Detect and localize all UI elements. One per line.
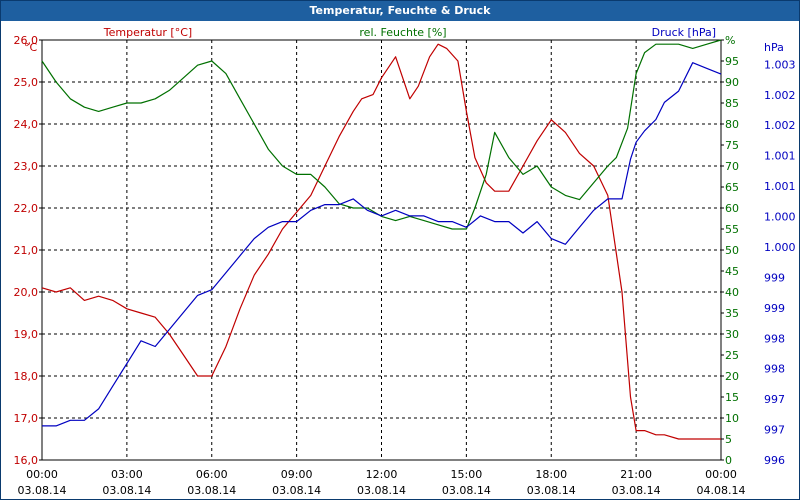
x-tick-date-label: 03.08.14 (187, 484, 236, 497)
humidity-tick-label: 10 (725, 412, 739, 425)
grid (42, 39, 721, 460)
legend-humidity: rel. Feuchte [%] (359, 26, 446, 39)
pressure-tick-label: 1.001 (764, 150, 796, 163)
x-tick-time-label: 00:00 (26, 468, 58, 481)
humidity-tick-label: 40 (725, 286, 739, 299)
temperature-tick-label: 22,0 (14, 202, 39, 215)
axes (39, 39, 724, 461)
x-tick-time-label: 21:00 (620, 468, 652, 481)
humidity-tick-label: 25 (725, 349, 739, 362)
pressure-tick-label: 997 (764, 424, 785, 437)
x-tick-date-label: 03.08.14 (357, 484, 406, 497)
humidity-tick-label: 55 (725, 223, 739, 236)
legend-temperature: Temperatur [°C] (103, 26, 192, 39)
series-line-temperature (41, 43, 721, 440)
humidity-tick-label: 65 (725, 181, 739, 194)
pressure-tick-label: 1.000 (764, 211, 796, 224)
x-tick-time-label: 18:00 (535, 468, 567, 481)
humidity-tick-label: 70 (725, 160, 739, 173)
x-tick-time-label: 06:00 (196, 468, 228, 481)
humidity-tick-label: 75 (725, 139, 739, 152)
pressure-tick-label: 996 (764, 454, 785, 467)
humidity-tick-label: 95 (725, 55, 739, 68)
legend-pressure: Druck [hPa] (652, 26, 716, 39)
series-line-humidity (41, 39, 722, 230)
temperature-tick-label: 23,0 (14, 160, 39, 173)
x-tick-date-label: 03.08.14 (442, 484, 491, 497)
pressure-tick-label: 998 (764, 332, 785, 345)
temperature-tick-label: 20,0 (14, 286, 39, 299)
x-tick-time-label: 03:00 (111, 468, 143, 481)
temperature-tick-label: 21,0 (14, 244, 39, 257)
x-tick-time-label: 12:00 (366, 468, 398, 481)
pressure-tick-label: 1.003 (764, 58, 796, 71)
pressure-tick-label: 998 (764, 363, 785, 376)
chart-title-bar: Temperatur, Feuchte & Druck (1, 1, 799, 21)
humidity-tick-label: 30 (725, 328, 739, 341)
temperature-tick-label: 26,0 (14, 34, 39, 47)
x-tick-time-label: 09:00 (281, 468, 313, 481)
x-tick-time-label: 15:00 (451, 468, 483, 481)
x-tick-date-label: 03.08.14 (102, 484, 151, 497)
x-tick-date-label: 03.08.14 (612, 484, 661, 497)
temperature-tick-label: 24,0 (14, 118, 39, 131)
humidity-tick-label: 90 (725, 76, 739, 89)
humidity-tick-label: 45 (725, 265, 739, 278)
x-tick-date-label: 03.08.14 (527, 484, 576, 497)
pressure-axis-unit: hPa (764, 41, 784, 54)
humidity-tick-label: 35 (725, 307, 739, 320)
humidity-tick-label: 0 (725, 454, 732, 467)
pressure-tick-label: 999 (764, 271, 785, 284)
pressure-tick-label: 1.002 (764, 119, 796, 132)
pressure-tick-label: 1.001 (764, 180, 796, 193)
temperature-tick-label: 25,0 (14, 76, 39, 89)
temperature-tick-label: 17,0 (14, 412, 39, 425)
pressure-tick-label: 1.002 (764, 89, 796, 102)
x-tick-date-label: 03.08.14 (272, 484, 321, 497)
temperature-axis-unit: °C (24, 41, 38, 54)
x-tick-time-label: 00:00 (705, 468, 737, 481)
humidity-tick-label: 5 (725, 433, 732, 446)
humidity-tick-label: % (725, 34, 735, 47)
pressure-tick-label: 997 (764, 393, 785, 406)
humidity-tick-label: 60 (725, 202, 739, 215)
humidity-tick-label: 20 (725, 370, 739, 383)
chart-title: Temperatur, Feuchte & Druck (309, 4, 491, 17)
temperature-tick-label: 16,0 (14, 454, 39, 467)
humidity-tick-label: 50 (725, 244, 739, 257)
series-line-pressure (42, 62, 722, 427)
temperature-tick-label: 19,0 (14, 328, 39, 341)
x-tick-date-label: 03.08.14 (18, 484, 67, 497)
x-tick-date-label: 04.08.14 (697, 484, 746, 497)
temperature-tick-label: 18,0 (14, 370, 39, 383)
labels: 16,0 17,0 18,0 19,0 20,0 21,0 22,0 23,0 24,0 25,0… (14, 26, 796, 497)
humidity-tick-label: 15 (725, 391, 739, 404)
pressure-tick-label: 999 (764, 302, 785, 315)
humidity-tick-label: 85 (725, 97, 739, 110)
series (41, 39, 722, 440)
pressure-tick-label: 1.000 (764, 241, 796, 254)
humidity-tick-label: 80 (725, 118, 739, 131)
